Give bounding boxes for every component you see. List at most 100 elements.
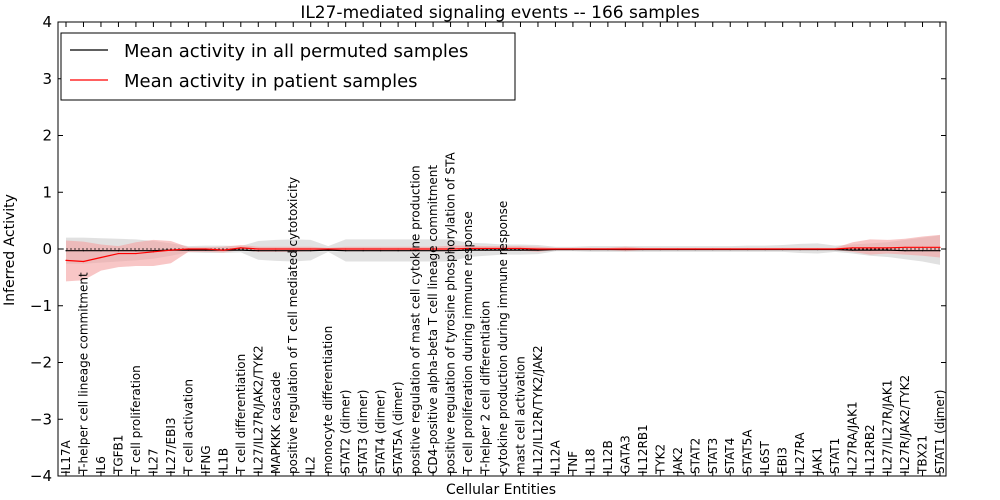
point-permuted	[939, 250, 941, 252]
x-tick-label: T cell proliferation	[129, 365, 143, 475]
y-tick-label: 3	[42, 70, 52, 88]
point-permuted	[519, 249, 522, 251]
point-patient	[117, 252, 120, 255]
legend-label-permuted: Mean activity in all permuted samples	[124, 41, 468, 62]
point-patient	[642, 248, 644, 250]
x-tick-label: IL27/IL27R/JAK2/TYK2	[251, 345, 265, 474]
point-patient	[852, 247, 854, 249]
point-patient	[449, 248, 452, 250]
x-tick-label: STAT3	[706, 438, 720, 474]
x-tick-label: MAPKKK cascade	[269, 372, 283, 474]
y-tick-label: 4	[42, 13, 52, 31]
x-tick-label: mast cell activation	[513, 356, 527, 474]
point-permuted	[65, 250, 67, 252]
point-patient	[100, 256, 102, 259]
x-axis-label: Cellular Entities	[446, 482, 556, 498]
point-permuted	[502, 249, 504, 251]
point-patient	[554, 248, 557, 250]
x-tick-label: IL27RA	[793, 432, 807, 474]
point-permuted	[100, 250, 102, 252]
x-tick-label: STAT1 (dimer)	[933, 390, 947, 474]
x-tick-label: positive regulation of T cell mediated c…	[286, 177, 300, 474]
y-tick-label: 1	[42, 183, 52, 201]
y-tick-label: −4	[30, 467, 52, 485]
point-patient	[677, 248, 679, 250]
point-patient	[187, 248, 189, 250]
point-permuted	[327, 249, 329, 251]
point-patient	[170, 249, 172, 251]
point-patient	[572, 248, 574, 250]
point-permuted	[187, 249, 189, 251]
x-tick-label: IL27	[146, 449, 160, 475]
chart-title: IL27-mediated signaling events -- 166 sa…	[300, 3, 700, 23]
series-lines	[65, 246, 941, 263]
point-permuted	[449, 250, 452, 252]
x-tick-label: IL12RB2	[863, 424, 877, 474]
point-patient	[222, 249, 224, 251]
point-permuted	[292, 250, 294, 252]
x-tick-label: STAT1	[828, 438, 842, 474]
point-permuted	[362, 250, 364, 252]
point-patient	[82, 260, 85, 263]
point-patient	[939, 246, 941, 248]
point-patient	[537, 248, 539, 250]
point-patient	[484, 247, 487, 250]
y-tick-label: 2	[42, 127, 52, 145]
point-permuted	[415, 250, 417, 252]
point-permuted	[135, 250, 137, 252]
x-tick-label: IL18	[583, 449, 597, 475]
y-axis-label: Inferred Activity	[2, 194, 18, 306]
point-permuted	[152, 250, 154, 252]
point-patient	[257, 248, 259, 250]
point-permuted	[537, 249, 539, 251]
point-patient	[152, 251, 154, 253]
point-patient	[397, 248, 399, 250]
point-patient	[205, 248, 207, 250]
x-tick-label: TYK2	[653, 444, 667, 475]
point-permuted	[904, 250, 906, 252]
point-patient	[817, 248, 819, 250]
point-patient	[432, 248, 434, 250]
point-patient	[624, 248, 626, 250]
point-patient	[502, 247, 504, 250]
x-tick-label: TNF	[566, 451, 580, 475]
x-tick-label: monocyte differentiation	[321, 326, 335, 474]
point-patient	[729, 248, 731, 250]
point-patient	[292, 248, 294, 250]
x-tick-label: TGFB1	[111, 435, 125, 475]
point-patient	[275, 248, 277, 250]
point-patient	[415, 248, 417, 250]
point-permuted	[257, 250, 259, 252]
point-patient	[240, 247, 242, 249]
legend: Mean activity in all permuted samples Me…	[60, 32, 516, 101]
x-tick-label: IL27RA/JAK1	[846, 401, 860, 474]
point-patient	[362, 248, 364, 250]
point-permuted	[82, 250, 85, 252]
point-permuted	[484, 249, 487, 251]
point-patient	[327, 248, 329, 250]
point-patient	[869, 247, 871, 249]
x-tick-label: EBI3	[776, 447, 790, 474]
x-tick-label: CD4-positive alpha-beta T cell lineage c…	[426, 165, 440, 474]
x-tick-label: IL12A	[548, 440, 562, 474]
x-tick-label: STAT5A	[741, 429, 755, 474]
x-tick-label: positive regulation of mast cell cytokin…	[409, 165, 423, 474]
x-tick-label: IL17A	[59, 440, 73, 474]
point-patient	[694, 248, 696, 250]
x-tick-label: IL2	[304, 456, 318, 474]
x-tick-label: IL1B	[216, 448, 230, 474]
point-permuted	[380, 250, 382, 252]
point-permuted	[397, 250, 399, 252]
y-tick-label: −1	[30, 297, 52, 315]
y-tick-label: −2	[30, 354, 52, 372]
x-tick-label: T cell proliferation during immune respo…	[461, 211, 475, 475]
point-permuted	[275, 250, 277, 252]
point-permuted	[117, 250, 120, 252]
x-tick-label: STAT5A (dimer)	[391, 381, 405, 474]
point-permuted	[345, 250, 347, 252]
x-tick-label: STAT4 (dimer)	[374, 390, 388, 474]
x-tick-label: IL27R/JAK2/TYK2	[898, 375, 912, 474]
point-permuted	[869, 249, 871, 251]
point-patient	[607, 248, 609, 250]
